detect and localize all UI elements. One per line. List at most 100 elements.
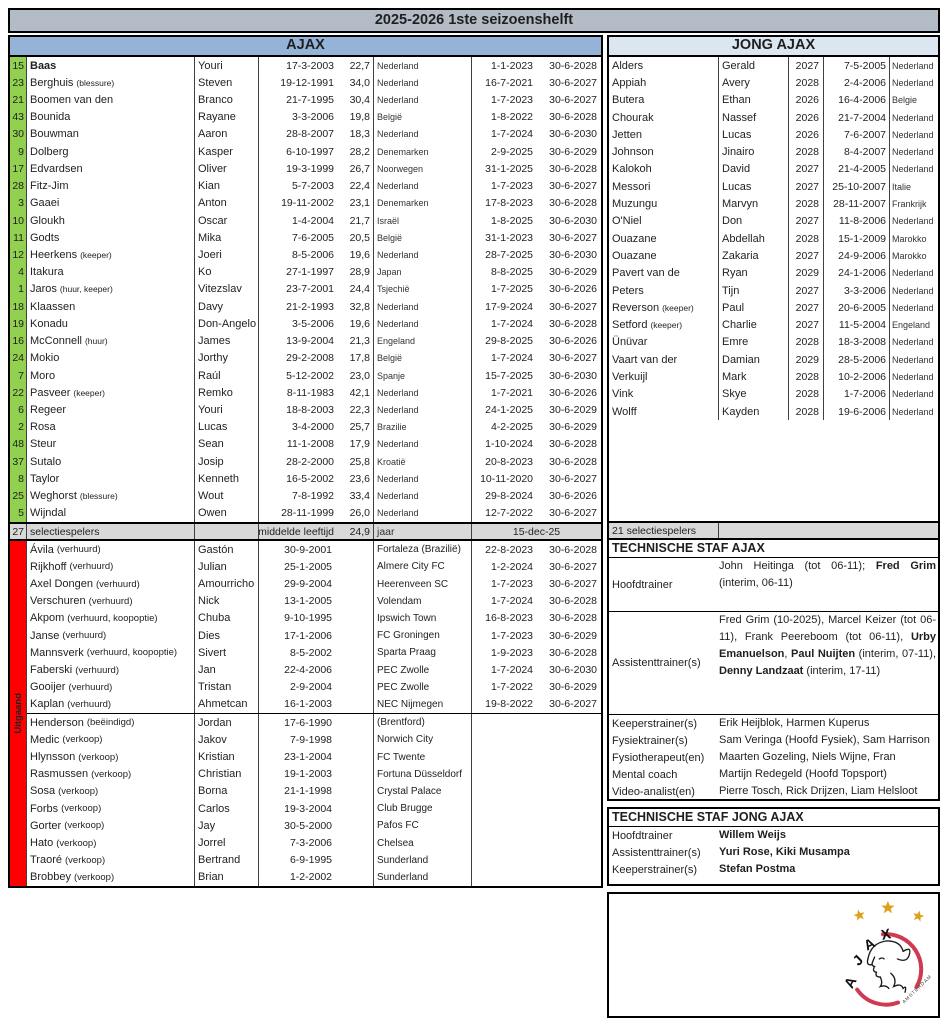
- staff-names: Yuri Rose, Kiki Musampa: [719, 846, 850, 858]
- age-cell: 17,9: [335, 435, 374, 454]
- contract-year-cell: 2029: [789, 264, 824, 282]
- contract-start-cell: 1-7-2024: [490, 352, 533, 365]
- last-name: Klaassen: [30, 300, 76, 313]
- last-name: Weghorst: [30, 490, 77, 503]
- player-first-name-cell: Jordan: [195, 714, 259, 732]
- birth-date-cell: 8-5-2006: [291, 249, 334, 262]
- nationality-cell: Nederland: [374, 487, 472, 505]
- birth-date-cell: 30-9-2001: [259, 541, 374, 559]
- contract-start-cell: 1-7-2023: [490, 94, 533, 107]
- nationality-cell: Nederland: [374, 74, 472, 92]
- player-last-name-cell: Gorter (verkoop): [27, 817, 195, 835]
- birth-date-cell: 28-2-2000: [286, 455, 334, 468]
- last-name: Chourak: [612, 111, 654, 124]
- player-first-name-cell: Sean: [195, 435, 259, 454]
- nationality-cell: Italie: [892, 181, 912, 192]
- birth-date-cell: 21-7-1995: [286, 94, 334, 107]
- contract-start-cell: 17-8-2023: [485, 197, 533, 210]
- last-name: Verschuren: [30, 595, 86, 608]
- birth-date-cell: 1-7-2006: [824, 385, 890, 403]
- player-row: Ünüvar Emre 2028 18-3-2008 Nederland: [609, 333, 938, 352]
- transfer-type: (verhuurd): [96, 578, 140, 590]
- nationality-cell: België: [374, 349, 472, 367]
- player-row: Messori Lucas 2027 25-10-2007 Italie: [609, 178, 938, 196]
- player-first-name-cell: Zakaria: [719, 247, 789, 265]
- age-cell: 19,6: [335, 246, 374, 264]
- contract-start-cell: 1-7-2022: [490, 681, 533, 694]
- player-row: Chourak Nassef 2026 21-7-2004 Nederland: [609, 108, 938, 127]
- squad-count: 21: [612, 524, 624, 537]
- player-row: Vink Skye 2028 1-7-2006 Nederland: [609, 385, 938, 403]
- player-row: Pavert van de Ryan 2029 24-1-2006 Nederl…: [609, 264, 938, 282]
- staff-row: Hoofdtrainer John Heitinga (tot 06-11); …: [609, 558, 938, 612]
- player-last-name-cell: Gooijer (verhuurd): [27, 678, 195, 696]
- staff-role-label: Video-analist(en): [612, 785, 695, 798]
- nationality-cell: Brazilie: [374, 418, 472, 436]
- transfer-type: (verhuurd): [68, 681, 113, 693]
- staff-role-label: Keeperstrainer(s): [612, 863, 697, 876]
- empty-cell: [195, 524, 259, 539]
- last-name: Regeer: [30, 403, 67, 416]
- last-name: Rosa: [30, 421, 56, 434]
- last-name: Hlynsson: [30, 751, 76, 763]
- player-first-name-cell: Borna: [195, 782, 259, 801]
- player-first-name-cell: Remko: [195, 384, 259, 402]
- birth-date-cell: 3-3-2006: [824, 281, 890, 300]
- last-name: Muzungu: [612, 198, 658, 211]
- nationality-cell: Nederland: [892, 371, 934, 382]
- nationality-cell: Nederland: [374, 315, 472, 333]
- contract-year-cell: 2027: [789, 178, 824, 196]
- player-first-name-cell: Joeri: [195, 246, 259, 264]
- nationality-cell: Nederland: [374, 177, 472, 195]
- club-cell: Pafos FC: [374, 817, 472, 835]
- outgoing-loans-table: Ávila (verhuurd) Gastón 30-9-2001 Fortale…: [27, 541, 601, 714]
- birth-date-cell: 28-11-2007: [824, 195, 890, 213]
- birth-date-cell: 8-11-1983: [286, 386, 334, 399]
- crest-stars: [853, 900, 925, 922]
- last-name: Heerkens: [30, 249, 78, 262]
- age-cell: 26,7: [335, 160, 374, 178]
- jong-ajax-section-header: JONG AJAX: [607, 35, 940, 57]
- transfer-type: (verhuurd): [69, 561, 114, 573]
- player-first-name-cell: Nassef: [719, 108, 789, 127]
- contract-year-cell: 2028: [789, 385, 824, 403]
- birth-date-cell: 2-9-2004: [259, 678, 374, 696]
- club-cell: Norwich City: [374, 731, 472, 749]
- player-first-name-cell: Kenneth: [195, 470, 259, 488]
- nationality-cell: Nederland: [374, 401, 472, 419]
- shirt-number-cell: 19: [10, 315, 27, 333]
- player-first-name-cell: Chuba: [195, 609, 259, 628]
- last-name: Ünüvar: [612, 336, 648, 349]
- contract-end-cell: 30-6-2027: [549, 507, 597, 520]
- last-name: Peters: [612, 284, 644, 297]
- age-cell: 26,0: [335, 504, 374, 522]
- staff-section-title: TECHNISCHE STAF AJAX: [609, 540, 938, 558]
- player-first-name-cell: Davy: [195, 298, 259, 316]
- last-name: Appiah: [612, 76, 647, 89]
- player-first-name-cell: Avery: [719, 74, 789, 92]
- outgoing-sale-row: Hato (verkoop) Jorrel 7-3-2006 Chelsea: [27, 834, 601, 852]
- shirt-number-cell: 24: [10, 349, 27, 367]
- player-first-name-cell: Josip: [195, 453, 259, 471]
- nationality-cell: Spanje: [374, 366, 472, 385]
- transfer-type: (verhuurd): [75, 664, 120, 676]
- last-name: Kalokoh: [612, 163, 652, 176]
- player-last-name-cell: Steur: [27, 435, 195, 454]
- staff-row: Hoofdtrainer Willem Weijs: [609, 827, 938, 844]
- staff-row: Fysiotherapeut(en) Maarten Gozeling, Nie…: [609, 749, 938, 766]
- player-last-name-cell: Traoré (verkoop): [27, 851, 195, 869]
- contract-start-cell: 31-1-2025: [485, 162, 533, 175]
- contract-start-cell: 1-10-2024: [485, 438, 533, 451]
- birth-date-cell: 16-4-2006: [824, 91, 890, 109]
- player-first-name-cell: Wout: [195, 487, 259, 505]
- birth-date-cell: 30-5-2000: [259, 817, 374, 835]
- club-cell: Club Brugge: [374, 800, 472, 818]
- player-row: 12 Heerkens (keeper) Joeri 8-5-2006 19,6 …: [10, 246, 601, 264]
- age-cell: 28,9: [335, 263, 374, 281]
- name-suffix: (blessure): [76, 77, 115, 88]
- birth-date-cell: 7-8-1992: [291, 490, 334, 503]
- player-row: Ouazane Abdellah 2028 15-1-2009 Marokko: [609, 229, 938, 248]
- shirt-number-cell: 5: [10, 504, 27, 522]
- club-cell: Fortuna Düsseldorf: [374, 765, 472, 783]
